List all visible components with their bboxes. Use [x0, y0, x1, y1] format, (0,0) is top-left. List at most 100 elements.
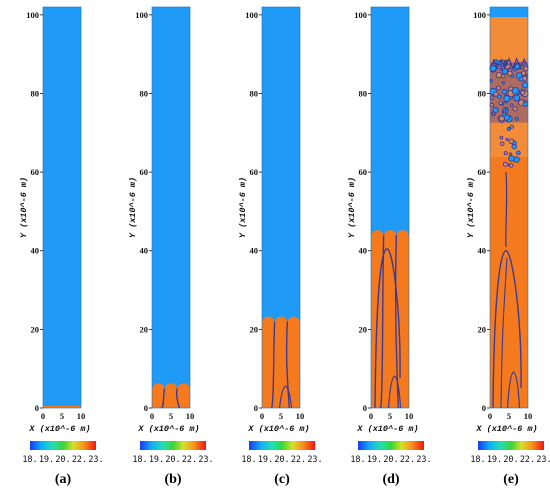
colorbar-tick-label: 22.: [520, 455, 535, 465]
colorbar-tick-label: 18.: [470, 455, 485, 465]
colorbar-tick-label: 22.: [400, 455, 415, 465]
panel-d: 0 20 40 60 80 100 Y (x10^-6 m) 0 5 10 X (x10^-6 m)…: [347, 6, 432, 487]
x-tick-label: 0: [41, 411, 45, 421]
colorbar: [140, 441, 206, 450]
y-tick-label: 40: [31, 246, 40, 256]
colorbar-tick-label: 20.: [503, 455, 518, 465]
droplet: [498, 115, 505, 122]
colorbar-tick-label: 18.: [241, 455, 256, 465]
y-tick-label: 0: [254, 403, 258, 413]
vapor-region: [152, 7, 190, 408]
y-tick-label: 40: [478, 246, 487, 256]
droplet: [524, 100, 528, 104]
y-tick-label: 60: [250, 167, 259, 177]
colorbar-tick-label: 22.: [182, 455, 197, 465]
x-axis-label: X (x10^-6 m): [247, 424, 309, 434]
secondary-finger: [387, 375, 402, 409]
y-tick-label: 0: [35, 403, 39, 413]
y-tick-label: 20: [140, 324, 149, 334]
colorbar-tick-label: 18.: [132, 455, 147, 465]
colorbar-tick-label: 23.: [307, 455, 322, 465]
panel-b: 0 20 40 60 80 100 Y (x10^-6 m) 0 5 10 X (x10^-6 m)…: [128, 6, 214, 487]
droplet: [507, 70, 513, 77]
colorbar-tick-label: 23.: [536, 455, 550, 465]
x-tick-label: 0: [369, 411, 373, 421]
y-tick-label: 100: [26, 10, 39, 20]
droplet: [511, 87, 520, 95]
droplet: [501, 88, 508, 95]
vapor-region: [43, 7, 81, 408]
y-tick-label: 80: [250, 88, 259, 98]
droplet: [501, 68, 509, 75]
y-tick-label: 80: [359, 88, 368, 98]
droplet: [499, 135, 504, 140]
droplet: [503, 151, 508, 156]
droplet: [520, 90, 526, 96]
finger-groove: [175, 388, 181, 409]
colorbar-tick-label: 23.: [88, 455, 103, 465]
x-tick-label: 5: [169, 411, 173, 421]
finger-groove: [161, 388, 166, 409]
y-axis-label: Y (x10^-6 m): [238, 177, 248, 238]
panel-e: 0 20 40 60 80 100 Y (x10^-6 m) 0 5 10 X (x10^-6 m)…: [466, 6, 550, 487]
finger-groove: [379, 235, 385, 409]
droplet: [489, 102, 495, 108]
y-tick-label: 20: [31, 324, 40, 334]
x-tick-label: 10: [296, 411, 305, 421]
droplet: [503, 95, 511, 103]
panel-label: (d): [382, 472, 399, 487]
droplet: [515, 150, 521, 156]
x-axis-label: X (x10^-6 m): [28, 424, 90, 434]
y-tick-label: 0: [482, 403, 486, 413]
finger-groove: [285, 321, 291, 409]
droplet: [500, 141, 505, 147]
colorbar-tick-label: 22.: [72, 455, 87, 465]
finger-groove: [270, 321, 276, 409]
y-tick-label: 100: [473, 10, 486, 20]
y-tick-label: 60: [140, 167, 149, 177]
primary-finger: [374, 248, 401, 409]
plot-frame: [151, 6, 191, 409]
y-axis-label: Y (x10^-6 m): [128, 177, 138, 238]
central-thread: [505, 172, 508, 247]
droplet: [508, 152, 513, 156]
colorbar-tick-label: 19.: [39, 455, 54, 465]
droplet: [505, 107, 509, 111]
droplet: [501, 81, 505, 85]
y-tick-label: 100: [354, 10, 367, 20]
colorbar: [358, 441, 424, 450]
colorbar-tick-label: 22.: [291, 455, 306, 465]
x-axis-label: X (x10^-6 m): [475, 424, 537, 434]
primary-finger: [492, 250, 522, 409]
y-tick-label: 20: [359, 324, 368, 334]
x-axis-label: X (x10^-6 m): [137, 424, 199, 434]
y-axis-label: Y (x10^-6 m): [347, 177, 357, 238]
y-tick-label: 60: [31, 167, 40, 177]
y-tick-label: 0: [363, 403, 367, 413]
x-tick-label: 0: [150, 411, 154, 421]
droplet: [509, 103, 514, 107]
droplet: [498, 100, 503, 106]
finger-front: [152, 383, 190, 408]
droplet: [492, 106, 499, 114]
colorbar: [249, 441, 315, 450]
droplet: [497, 94, 502, 100]
colorbar-tick-label: 19.: [149, 455, 164, 465]
y-tick-label: 0: [144, 403, 148, 413]
x-axis-label: X (x10^-6 m): [356, 424, 418, 434]
y-tick-label: 40: [250, 246, 259, 256]
droplet: [495, 71, 503, 79]
finger-groove: [394, 235, 400, 409]
plot-frame: [42, 6, 82, 409]
colorbar-tick-label: 20.: [165, 455, 180, 465]
droplet: [506, 126, 511, 131]
y-tick-label: 20: [478, 324, 487, 334]
panel-label: (c): [274, 472, 290, 487]
y-tick-label: 60: [478, 167, 487, 177]
x-tick-label: 5: [507, 411, 511, 421]
x-tick-label: 10: [524, 411, 533, 421]
droplet: [501, 73, 506, 79]
liquid-region: [43, 406, 81, 408]
x-tick-label: 5: [60, 411, 64, 421]
